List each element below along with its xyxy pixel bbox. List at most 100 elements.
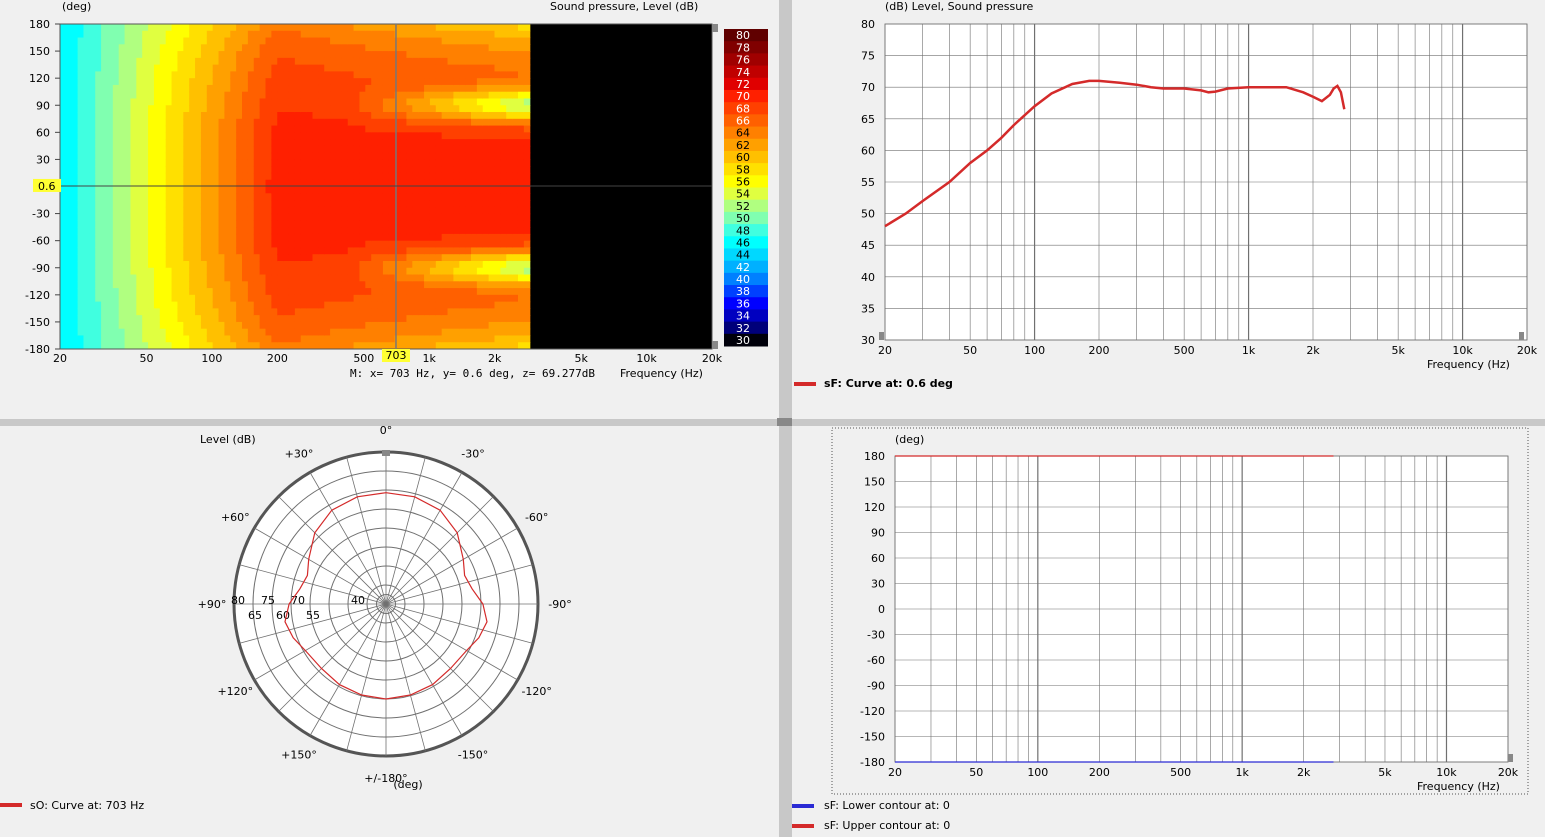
contour-cell — [171, 274, 179, 282]
contour-cell — [324, 274, 331, 282]
contour-cell — [441, 260, 449, 269]
contour-cell — [236, 91, 243, 100]
contour-cell — [365, 159, 372, 167]
contour-cell — [482, 335, 490, 343]
contour-cell — [465, 24, 472, 32]
contour-cell — [159, 342, 167, 349]
contour-cell — [418, 254, 425, 262]
contour-cell — [200, 335, 208, 343]
contour-cell — [418, 57, 425, 66]
contour-cell — [335, 315, 343, 323]
contour-cell — [106, 118, 114, 127]
contour-cell — [435, 301, 443, 309]
contour-cell — [353, 71, 361, 79]
contour-cell — [482, 98, 490, 106]
contour-cell — [377, 145, 384, 154]
contour-cell — [101, 71, 108, 79]
contour-cell — [212, 64, 220, 72]
contour-cell — [136, 301, 143, 309]
contour-cell — [312, 172, 319, 181]
contour-cell — [195, 112, 202, 120]
contour-cell — [318, 315, 325, 323]
contour-cell — [189, 98, 196, 106]
contour-cell — [465, 328, 472, 337]
contour-cell — [441, 213, 449, 221]
contour-cell — [242, 308, 249, 316]
contour-cell — [412, 288, 419, 296]
contour-cell — [89, 118, 96, 127]
contour-cell — [177, 84, 184, 93]
contour-cell — [324, 193, 331, 201]
contour-cell — [341, 91, 349, 100]
contour-cell — [230, 254, 237, 262]
contour-cell — [118, 233, 126, 242]
contour-cell — [77, 220, 85, 228]
phase-legend-upper[interactable]: sF: Upper contour at: 0 — [824, 819, 951, 832]
contour-cell — [365, 227, 372, 235]
contour-cell — [347, 139, 355, 147]
contour-cell — [382, 227, 390, 235]
contour-cell — [106, 98, 114, 106]
contour-cell — [153, 328, 161, 337]
contour-cell — [476, 301, 484, 309]
horizontal-splitter[interactable] — [0, 419, 1545, 426]
contour-cell — [453, 91, 460, 100]
contour-cell — [118, 254, 126, 262]
contour-cell — [124, 193, 132, 201]
contour-cell — [424, 78, 431, 86]
polar-legend[interactable]: sO: Curve at: 703 Hz — [30, 799, 145, 812]
contour-plot[interactable]: 1801501209060300-30-60-90-120-150-180205… — [0, 0, 779, 419]
contour-cell — [118, 267, 126, 276]
contour-cell — [488, 145, 496, 154]
contour-cell — [488, 227, 496, 235]
contour-cell — [130, 213, 137, 221]
contour-cell — [324, 328, 331, 337]
contour-cell — [136, 125, 143, 133]
contour-cell — [206, 260, 214, 269]
phase-legend-lower[interactable]: sF: Lower contour at: 0 — [824, 799, 950, 812]
spl-legend[interactable]: sF: Curve at: 0.6 deg — [824, 377, 953, 390]
contour-cell — [359, 315, 366, 323]
contour-cell — [159, 301, 167, 309]
contour-cell — [335, 179, 343, 188]
contour-cell — [512, 152, 519, 161]
contour-cell — [242, 159, 249, 167]
contour-cell — [418, 281, 425, 289]
contour-cell — [189, 71, 196, 79]
phase-xtick: 100 — [1027, 766, 1048, 779]
contour-cell — [371, 321, 378, 330]
contour-cell — [324, 179, 331, 188]
contour-cell — [476, 78, 484, 86]
contour-cell — [265, 37, 272, 45]
contour-cell — [118, 335, 126, 343]
contour-cell — [259, 288, 267, 296]
contour-cell — [371, 71, 378, 79]
contour-cell — [388, 98, 396, 106]
polar-slider — [382, 450, 390, 456]
contour-cell — [118, 145, 126, 154]
contour-cell — [265, 71, 272, 79]
contour-cell — [171, 200, 179, 208]
splitter-handle[interactable] — [777, 418, 792, 426]
contour-cell — [242, 172, 249, 181]
colorbar-label: 42 — [736, 261, 750, 274]
contour-cell — [312, 105, 319, 113]
polar-plot[interactable]: 0°-30°-60°-90°-120°-150°+/-180°+150°+120… — [0, 426, 779, 837]
contour-cell — [476, 105, 484, 113]
contour-cell — [259, 260, 267, 269]
contour-cell — [206, 193, 214, 201]
contour-cell — [60, 240, 67, 249]
contour-cell — [247, 84, 255, 93]
contour-cell — [236, 200, 243, 208]
contour-cell — [60, 84, 67, 93]
contour-cell — [353, 118, 361, 127]
contour-cell — [230, 105, 237, 113]
contour-cell — [189, 24, 196, 32]
contour-cell — [465, 145, 472, 154]
contour-cell — [159, 125, 167, 133]
contour-cell — [136, 240, 143, 249]
contour-cell — [153, 220, 161, 228]
contour-cell — [277, 247, 284, 255]
